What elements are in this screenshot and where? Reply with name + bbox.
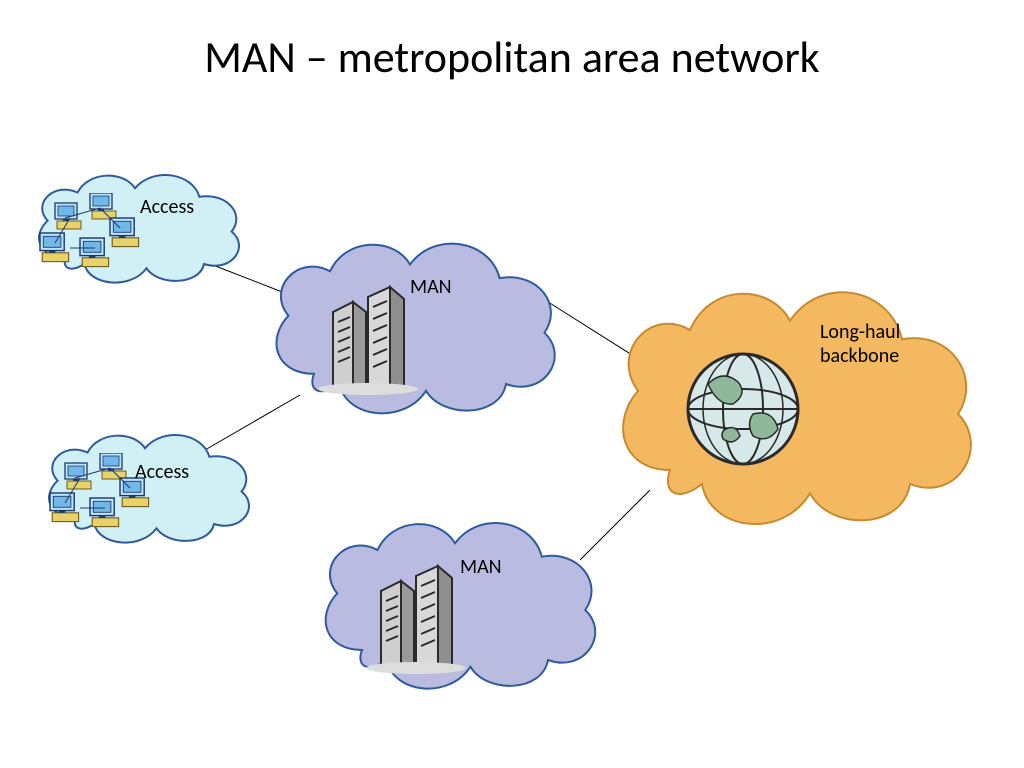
label-access-2: Access [135,460,189,484]
label-man-2: MAN [460,555,502,579]
label-access-1: Access [140,195,194,219]
label-man-1: MAN [410,275,452,299]
buildings-icon [356,556,476,676]
label-backbone: Long-haul backbone [820,320,900,368]
computers-icon [35,193,155,283]
globe-icon [678,344,808,474]
